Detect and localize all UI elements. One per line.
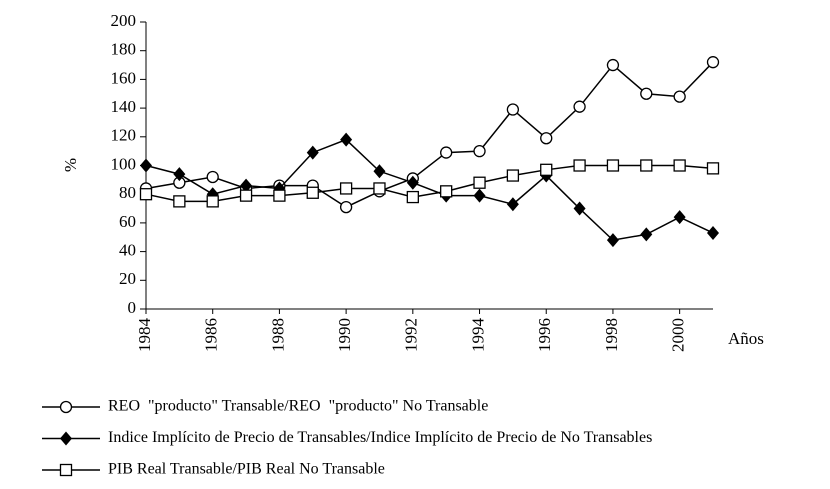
marker bbox=[673, 159, 686, 172]
marker bbox=[373, 164, 386, 179]
series-line bbox=[145, 61, 714, 208]
marker bbox=[60, 431, 72, 446]
marker bbox=[406, 175, 419, 190]
marker bbox=[506, 169, 520, 182]
x-tick-label: 1994 bbox=[468, 318, 487, 353]
marker bbox=[640, 227, 653, 242]
marker bbox=[573, 100, 586, 113]
marker bbox=[339, 200, 353, 214]
marker bbox=[606, 233, 619, 248]
marker bbox=[473, 144, 486, 158]
y-tick-label: 0 bbox=[128, 298, 137, 317]
marker bbox=[173, 195, 186, 208]
y-tick-label: 200 bbox=[111, 11, 137, 30]
marker bbox=[540, 163, 553, 176]
marker bbox=[206, 170, 219, 184]
marker bbox=[239, 189, 253, 202]
marker bbox=[707, 225, 719, 240]
x-tick-label: 2000 bbox=[669, 318, 688, 352]
marker bbox=[139, 188, 153, 201]
y-tick-label: 120 bbox=[111, 126, 137, 145]
x-tick-label: 1996 bbox=[535, 318, 554, 352]
series-line bbox=[145, 138, 714, 241]
x-tick-label: 1984 bbox=[135, 318, 154, 353]
marker bbox=[306, 145, 319, 160]
x-tick-label: 1988 bbox=[268, 318, 287, 352]
marker bbox=[206, 195, 219, 208]
marker bbox=[59, 400, 73, 414]
marker bbox=[540, 132, 553, 145]
marker bbox=[240, 178, 253, 193]
marker bbox=[173, 167, 186, 182]
marker bbox=[406, 190, 419, 204]
y-tick-label: 140 bbox=[111, 97, 137, 116]
marker bbox=[706, 56, 720, 69]
marker bbox=[606, 159, 620, 172]
marker bbox=[640, 87, 653, 100]
x-tick-label: 1998 bbox=[602, 318, 621, 352]
y-tick-label: 100 bbox=[111, 154, 137, 173]
marker bbox=[273, 189, 286, 202]
marker bbox=[59, 463, 73, 477]
marker bbox=[506, 103, 520, 116]
y-tick-label: 20 bbox=[119, 269, 136, 288]
marker bbox=[373, 182, 386, 195]
marker bbox=[573, 201, 586, 216]
marker bbox=[440, 185, 453, 198]
marker bbox=[573, 159, 586, 172]
marker bbox=[673, 210, 686, 225]
legend-label: REO "producto" Transable/REO "producto" … bbox=[108, 398, 488, 415]
y-tick-label: 80 bbox=[119, 183, 136, 202]
marker bbox=[473, 188, 486, 203]
legend-label: Indice Implícito de Precio de Transables… bbox=[108, 429, 652, 446]
x-tick-label: 1990 bbox=[335, 318, 354, 352]
y-axis-label: % bbox=[61, 158, 80, 172]
marker bbox=[340, 132, 353, 147]
marker bbox=[339, 182, 353, 195]
y-tick-label: 180 bbox=[111, 40, 137, 59]
marker bbox=[706, 162, 720, 175]
y-tick-label: 40 bbox=[119, 241, 136, 260]
marker bbox=[473, 176, 486, 189]
marker bbox=[140, 158, 152, 173]
y-tick-label: 160 bbox=[111, 68, 137, 87]
marker bbox=[506, 197, 519, 212]
marker bbox=[640, 159, 653, 172]
marker bbox=[606, 58, 620, 72]
x-axis-label: Años bbox=[728, 329, 764, 348]
marker bbox=[440, 146, 453, 159]
marker bbox=[306, 186, 319, 199]
x-tick-label: 1992 bbox=[402, 318, 421, 352]
x-tick-label: 1986 bbox=[202, 318, 221, 352]
marker bbox=[673, 90, 686, 103]
y-tick-label: 60 bbox=[119, 212, 136, 231]
legend-label: PIB Real Transable/PIB Real No Transable bbox=[108, 461, 385, 478]
